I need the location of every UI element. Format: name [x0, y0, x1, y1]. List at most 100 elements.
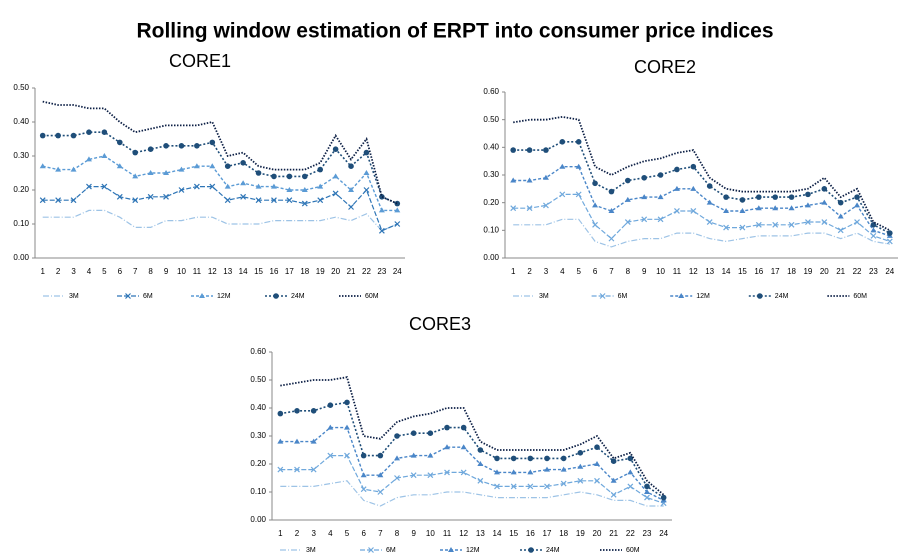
marker: [101, 183, 108, 190]
x-tick-label: 3: [544, 267, 549, 276]
marker: [678, 293, 685, 298]
y-tick-label: 0.60: [483, 87, 499, 96]
legend-label: 3M: [539, 293, 549, 300]
y-tick-label: 0.40: [250, 403, 266, 412]
marker: [739, 224, 746, 231]
marker: [527, 455, 534, 462]
marker: [560, 466, 567, 472]
x-tick-label: 18: [300, 267, 309, 276]
marker: [317, 166, 324, 173]
marker: [327, 402, 334, 409]
x-tick-label: 1: [278, 529, 283, 538]
x-tick-label: 24: [885, 267, 894, 276]
marker: [209, 139, 216, 146]
x-tick-label: 7: [609, 267, 614, 276]
x-tick-label: 17: [543, 529, 552, 538]
marker: [592, 221, 598, 228]
x-tick-label: 2: [527, 267, 532, 276]
marker: [624, 219, 631, 225]
x-tick-label: 14: [493, 529, 502, 538]
marker: [610, 458, 617, 465]
y-tick-label: 0.10: [13, 219, 29, 228]
y-tick-label: 0.10: [483, 225, 499, 234]
marker: [575, 139, 582, 145]
x-tick-label: 12: [208, 267, 217, 276]
marker: [673, 185, 680, 191]
marker: [277, 438, 284, 444]
marker: [444, 469, 450, 476]
marker: [788, 221, 795, 228]
series-line: [513, 115, 891, 232]
x-tick-label: 8: [148, 267, 153, 276]
marker: [788, 194, 795, 200]
marker: [277, 466, 284, 473]
x-tick-label: 14: [722, 267, 731, 276]
marker: [317, 197, 324, 204]
marker: [560, 480, 567, 487]
marker: [444, 444, 450, 450]
marker: [193, 183, 200, 190]
legend-label: 24M: [546, 547, 560, 554]
marker: [706, 219, 713, 225]
legend-label: 3M: [69, 293, 79, 300]
marker: [55, 197, 62, 204]
marker: [317, 183, 324, 189]
marker: [559, 139, 566, 145]
marker: [577, 477, 584, 484]
marker: [377, 472, 384, 478]
legend-label: 60M: [365, 293, 379, 300]
x-tick-label: 14: [239, 267, 248, 276]
marker: [625, 177, 631, 184]
marker: [788, 205, 795, 211]
x-tick-label: 16: [270, 267, 279, 276]
marker: [821, 186, 828, 192]
x-tick-label: 15: [254, 267, 263, 276]
marker: [368, 547, 374, 553]
x-tick-label: 4: [328, 529, 333, 538]
marker: [255, 170, 262, 176]
marker: [270, 183, 277, 189]
x-tick-label: 22: [362, 267, 371, 276]
marker: [837, 227, 844, 234]
x-tick-label: 18: [559, 529, 568, 538]
marker: [559, 163, 566, 169]
marker: [348, 204, 354, 210]
marker: [294, 438, 300, 444]
marker: [86, 183, 92, 190]
marker: [224, 163, 231, 169]
marker: [644, 489, 650, 494]
legend-label: 6M: [618, 293, 628, 300]
marker: [559, 191, 566, 198]
marker: [294, 466, 300, 473]
x-tick-label: 21: [609, 529, 618, 538]
marker: [70, 132, 77, 139]
marker: [690, 185, 697, 191]
y-tick-label: 0.30: [250, 431, 266, 440]
marker: [837, 199, 844, 206]
marker: [348, 163, 354, 169]
marker: [544, 466, 550, 472]
marker: [543, 147, 549, 153]
marker: [294, 408, 300, 414]
x-tick-label: 22: [853, 267, 862, 276]
legend-label: 12M: [217, 293, 231, 300]
series-line: [513, 218, 890, 248]
marker: [394, 221, 401, 227]
legend-label: 6M: [143, 293, 153, 300]
x-tick-label: 4: [560, 267, 565, 276]
series-line: [42, 131, 398, 205]
marker: [240, 193, 247, 200]
x-tick-label: 11: [193, 267, 202, 276]
marker: [772, 194, 778, 200]
y-tick-label: 0.30: [483, 170, 499, 179]
marker: [427, 430, 434, 437]
marker: [510, 469, 517, 475]
y-tick-label: 0.40: [13, 117, 29, 126]
marker: [624, 196, 631, 202]
marker: [199, 293, 205, 298]
marker: [255, 183, 262, 189]
marker: [70, 166, 77, 172]
marker: [887, 230, 893, 236]
y-tick-label: 0.40: [483, 142, 499, 151]
series-line: [42, 155, 398, 212]
